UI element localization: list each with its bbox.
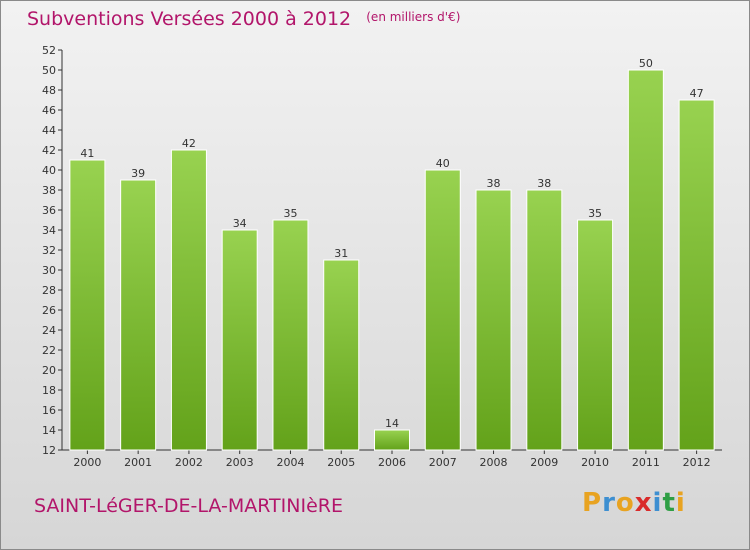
bar-value-label: 14 (385, 417, 399, 430)
y-tick-label: 22 (42, 344, 56, 357)
title-row: Subventions Versées 2000 à 2012 (en mill… (27, 8, 460, 30)
y-tick-label: 12 (42, 444, 56, 457)
x-tick-label: 2000 (73, 456, 101, 469)
bar-value-label: 38 (537, 177, 551, 190)
y-tick-label: 52 (42, 44, 56, 57)
chart-title: Subventions Versées 2000 à 2012 (27, 8, 352, 30)
x-tick-label: 2011 (632, 456, 660, 469)
commune-name: SAINT-LéGER-DE-LA-MARTINIèRE (34, 495, 343, 517)
bar (120, 179, 157, 451)
chart-subtitle: (en milliers d'€) (366, 10, 461, 24)
bar (374, 429, 410, 451)
y-tick-label: 20 (42, 364, 56, 377)
bar (323, 259, 360, 451)
bar (424, 169, 461, 451)
y-tick-label: 48 (42, 84, 56, 97)
bar-value-label: 41 (80, 147, 94, 160)
bar (678, 99, 715, 451)
y-tick-label: 34 (42, 224, 56, 237)
bar-value-label: 35 (283, 207, 297, 220)
bars: 41 39 42 34 35 31 14 40 38 38 35 50 47 (69, 57, 715, 451)
bar-value-label: 34 (233, 217, 247, 230)
x-tick-label: 2010 (581, 456, 609, 469)
bar (627, 69, 664, 451)
y-tick-label: 46 (42, 104, 56, 117)
x-tick-label: 2009 (530, 456, 558, 469)
axes: 12 14 16 18 20 22 24 26 28 30 32 34 36 38 40 42 44 46 48 50… (42, 44, 722, 469)
x-tick-label: 2001 (124, 456, 152, 469)
bar (577, 219, 614, 451)
bar-value-label: 35 (588, 207, 602, 220)
bar (475, 189, 512, 451)
y-tick-label: 40 (42, 164, 56, 177)
logo-letter: r (602, 488, 616, 518)
x-tick-label: 2005 (327, 456, 355, 469)
logo-letter: i (675, 488, 686, 518)
logo-letter: P (582, 488, 603, 518)
bar-value-label: 42 (182, 137, 196, 150)
y-tick-label: 36 (42, 204, 56, 217)
y-tick-label: 38 (42, 184, 56, 197)
y-tick-label: 16 (42, 404, 56, 417)
y-tick-label: 28 (42, 284, 56, 297)
bar (272, 219, 309, 451)
bar (221, 229, 258, 451)
bar (526, 189, 563, 451)
y-tick-label: 30 (42, 264, 56, 277)
y-tick-label: 18 (42, 384, 56, 397)
y-tick-label: 50 (42, 64, 56, 77)
bar-value-label: 31 (334, 247, 348, 260)
logo-letter: x (634, 488, 653, 518)
proxiti-logo: Proxiti (582, 488, 686, 518)
y-tick-label: 24 (42, 324, 56, 337)
logo-letter: t (662, 488, 676, 518)
x-tick-label: 2007 (429, 456, 457, 469)
bar-value-label: 47 (690, 87, 704, 100)
y-tick-label: 44 (42, 124, 56, 137)
bar-value-label: 40 (436, 157, 450, 170)
logo-letter: o (615, 488, 635, 518)
x-tick-label: 2012 (683, 456, 711, 469)
bar-value-label: 38 (487, 177, 501, 190)
x-tick-label: 2006 (378, 456, 406, 469)
x-tick-label: 2003 (226, 456, 254, 469)
x-tick-label: 2004 (276, 456, 304, 469)
y-tick-label: 32 (42, 244, 56, 257)
bar (69, 159, 106, 451)
x-tick-label: 2008 (480, 456, 508, 469)
bar (170, 149, 207, 451)
logo-letter: i (652, 488, 663, 518)
bar-value-label: 39 (131, 167, 145, 180)
y-tick-label: 42 (42, 144, 56, 157)
y-tick-label: 26 (42, 304, 56, 317)
bar-value-label: 50 (639, 57, 653, 70)
x-tick-label: 2002 (175, 456, 203, 469)
y-tick-label: 14 (42, 424, 56, 437)
